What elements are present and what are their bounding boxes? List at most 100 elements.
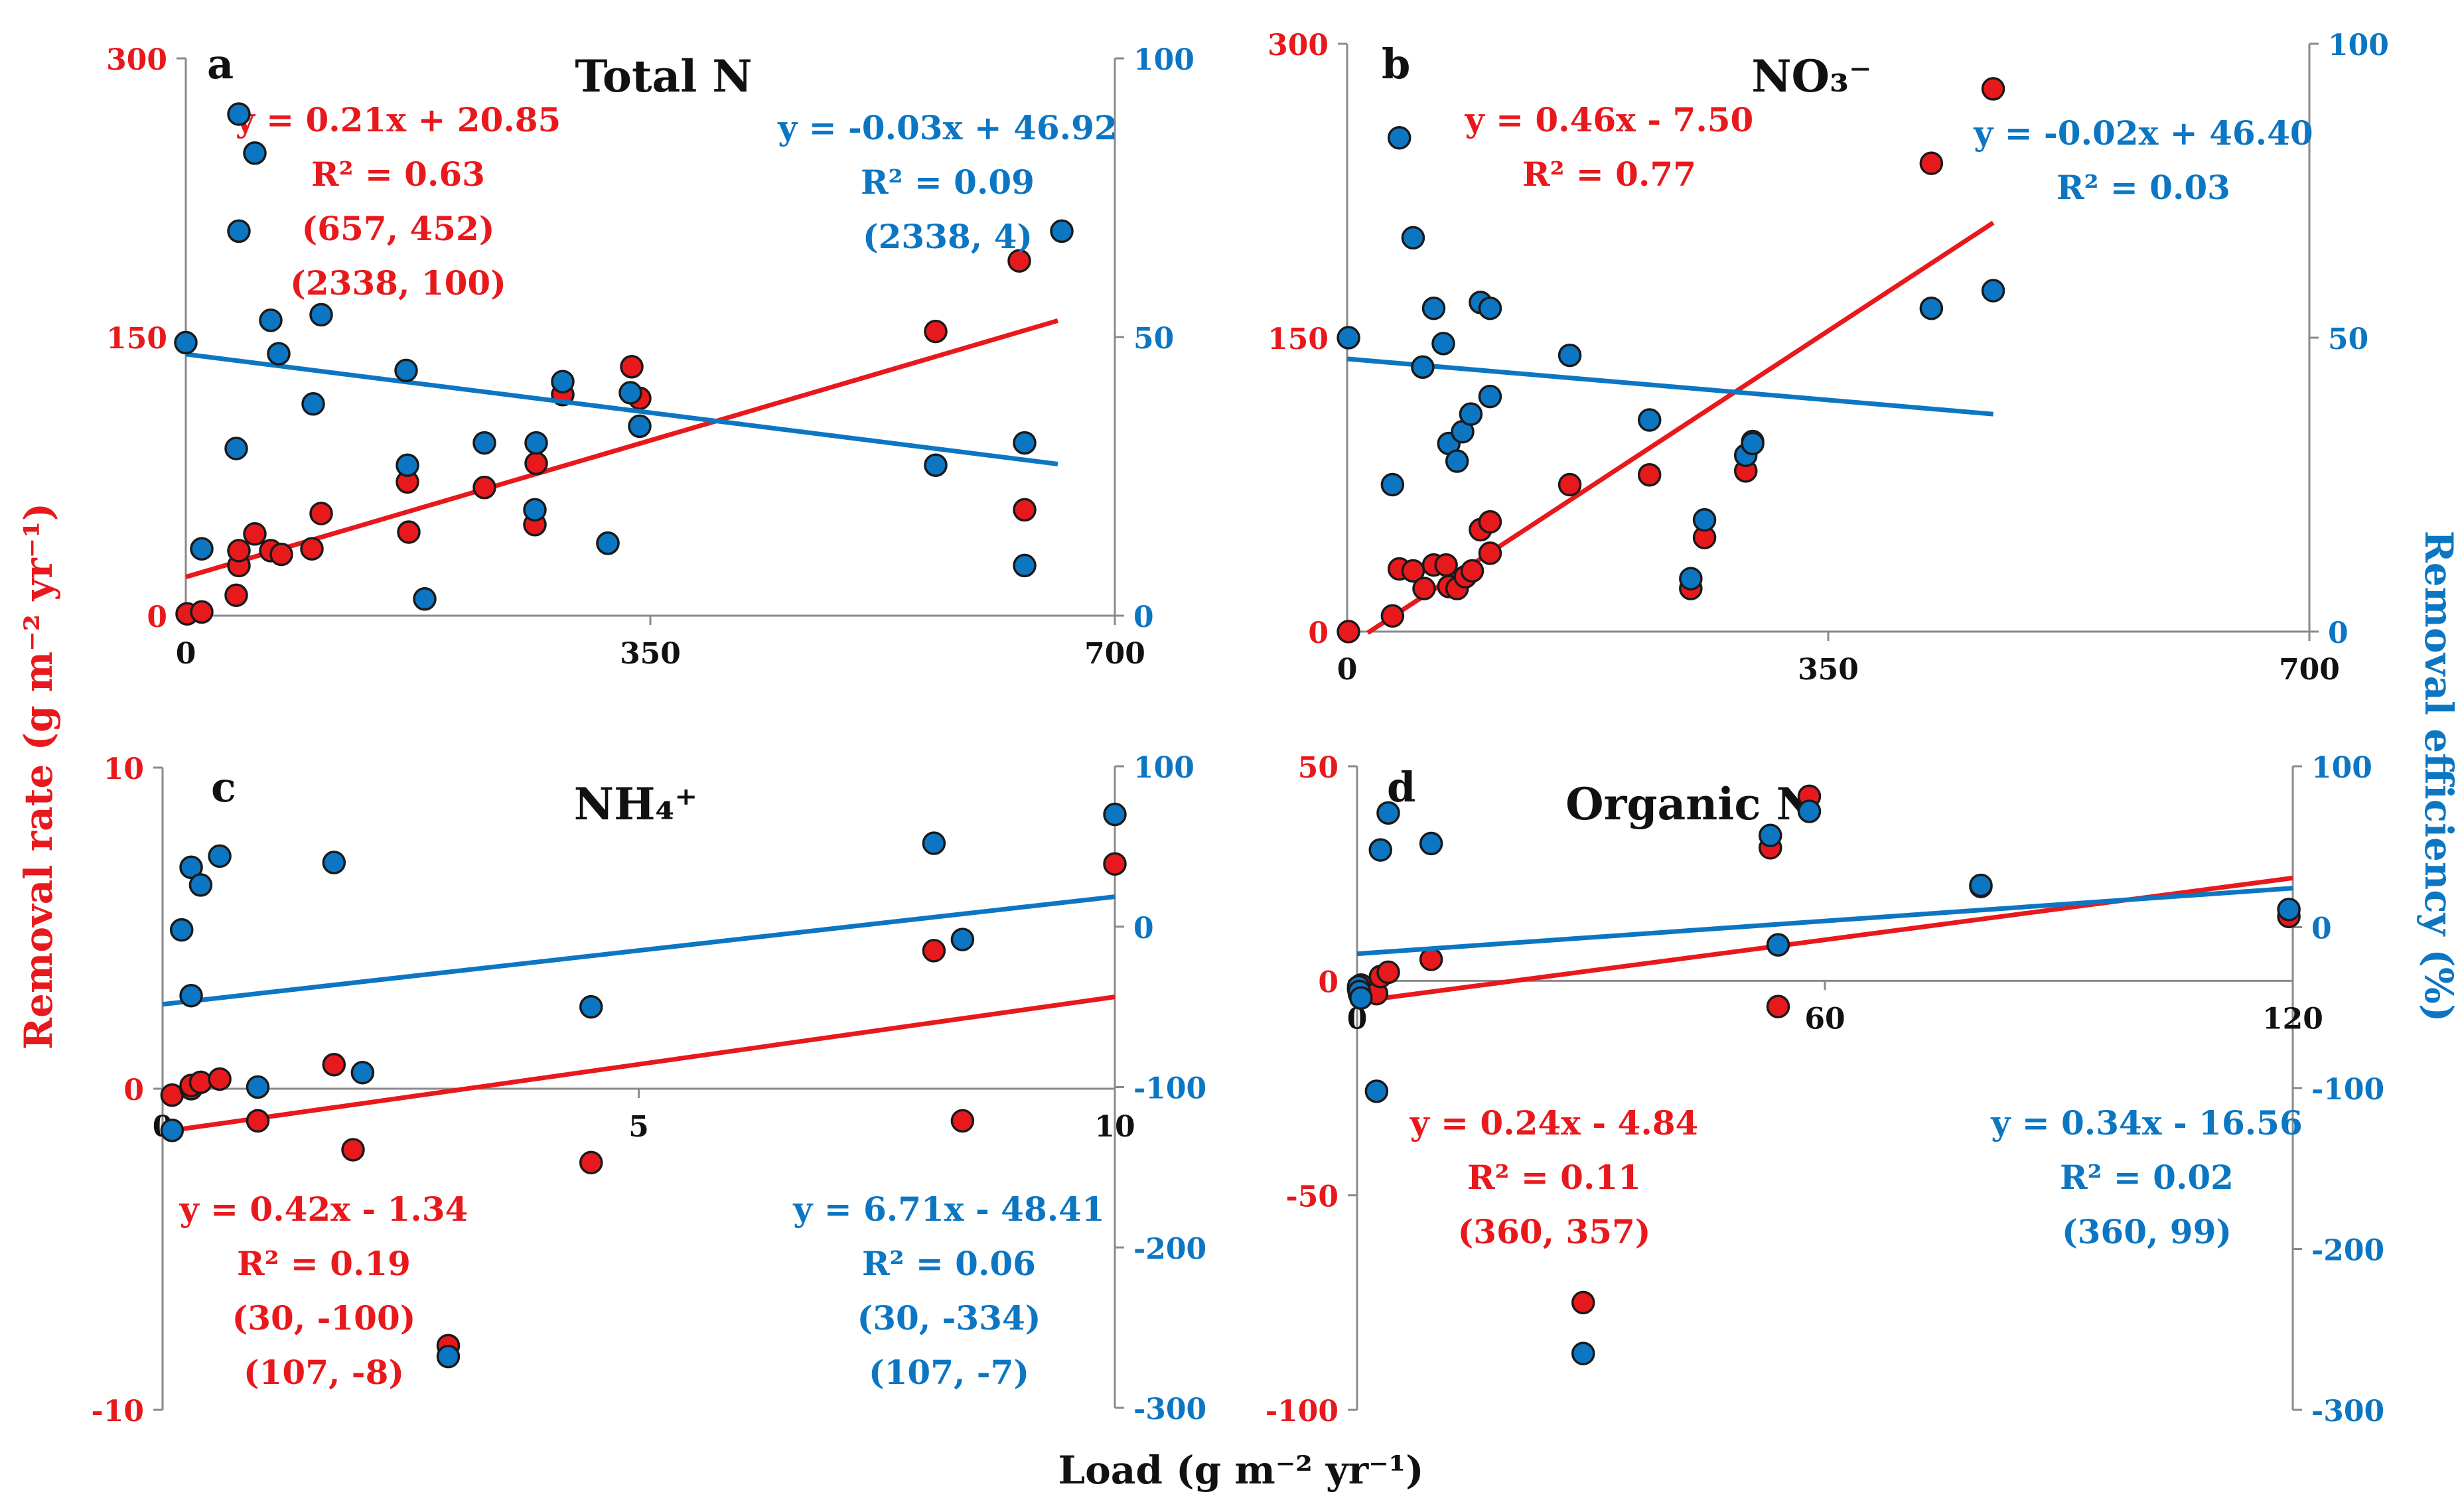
y-right-tick-label: 100	[1133, 751, 1194, 785]
y-right-tick-label: 100	[2311, 751, 2372, 785]
data-point	[922, 939, 946, 963]
equation-annotation: (360, 357)	[1458, 1212, 1651, 1251]
trend-line	[1356, 886, 2293, 957]
data-point	[1478, 296, 1502, 320]
data-point	[174, 330, 198, 355]
data-point	[1797, 799, 1822, 823]
y-left-tick-label: 0	[1308, 616, 1329, 650]
x-tick-label: 350	[620, 637, 681, 671]
data-point	[950, 928, 975, 951]
data-point	[341, 1138, 365, 1162]
panel-letter: a	[207, 40, 234, 88]
data-point	[190, 537, 214, 561]
data-point	[413, 587, 437, 611]
y-right-tick-label: 0	[1133, 600, 1154, 634]
data-point	[1421, 296, 1446, 320]
x-tick-label: 700	[2279, 653, 2340, 687]
data-point	[160, 1119, 184, 1142]
equation-annotation: (2338, 4)	[863, 217, 1033, 256]
equation-annotation: y = 0.24x - 4.84	[1410, 1103, 1699, 1142]
data-point	[224, 583, 248, 607]
data-point	[1969, 873, 1993, 898]
data-point	[524, 431, 548, 455]
data-point	[1981, 279, 2005, 303]
data-point	[472, 476, 496, 500]
data-point	[1050, 219, 1074, 243]
y-left-tick-label: 50	[1298, 751, 1339, 785]
data-point	[267, 342, 291, 366]
data-point	[1013, 498, 1037, 522]
y-right-tick-label: -200	[2311, 1234, 2384, 1268]
y-right-tick-label: -300	[1133, 1393, 1206, 1426]
y-left-tick-label: 0	[123, 1073, 144, 1107]
data-point	[620, 355, 644, 379]
data-point	[309, 502, 333, 525]
y-right-tick-label: 0	[2328, 616, 2349, 650]
equation-annotation: y = 0.42x - 1.34	[179, 1190, 469, 1229]
data-point	[246, 1109, 270, 1133]
equation-annotation: R² = 0.02	[2060, 1158, 2234, 1197]
data-point	[1679, 567, 1703, 591]
data-point	[301, 392, 325, 416]
data-point	[1557, 472, 1582, 497]
x-tick-label: 700	[1084, 637, 1145, 671]
panel-title: Organic N	[1565, 778, 1816, 830]
data-point	[243, 141, 267, 165]
y-right-tick-label: -300	[2311, 1395, 2384, 1428]
x-tick-label: 350	[1798, 653, 1859, 687]
data-point	[1376, 960, 1400, 985]
data-point	[1411, 355, 1435, 379]
data-point	[1759, 823, 1782, 848]
data-point	[350, 1060, 375, 1085]
x-tick-label: 120	[2262, 1002, 2323, 1036]
equation-annotation: y = 6.71x - 48.41	[792, 1190, 1104, 1229]
panel-title: NO₃⁻	[1751, 50, 1872, 102]
data-point	[579, 995, 603, 1019]
data-point	[309, 303, 333, 327]
data-point	[523, 498, 547, 522]
y-right-tick-label: 0	[1133, 912, 1154, 945]
equation-annotation: (360, 99)	[2062, 1212, 2232, 1251]
data-point	[579, 1150, 603, 1175]
data-point	[227, 219, 251, 243]
data-point	[950, 1109, 975, 1133]
y-left-tick-label: 300	[106, 43, 167, 77]
data-point	[394, 358, 418, 383]
x-tick-label: 0	[176, 637, 196, 671]
data-point	[1571, 1290, 1595, 1315]
trend-line	[162, 995, 1116, 1134]
data-point	[1007, 249, 1031, 273]
trend-line	[185, 318, 1058, 579]
equation-annotation: y = 0.21x + 20.85	[235, 100, 561, 139]
panel-title: NH₄⁺	[574, 778, 697, 830]
data-point	[1103, 852, 1127, 876]
data-point	[322, 851, 346, 874]
series-removal-rate: y = 0.42x - 1.34 R² = 0.19 (30, -100) (107,…	[160, 852, 1127, 1392]
panel-title: Total N	[575, 50, 752, 102]
data-point	[1401, 226, 1425, 250]
y-left-tick-label: 150	[106, 322, 167, 356]
y-left-tick-label: 0	[1318, 965, 1339, 999]
data-point	[472, 431, 496, 455]
data-point	[924, 453, 948, 477]
data-point	[190, 600, 214, 624]
data-point	[1766, 933, 1790, 957]
data-point	[1478, 384, 1502, 409]
equation-annotation: R² = 0.63	[311, 155, 485, 194]
data-point	[1637, 408, 1662, 432]
data-point	[1919, 151, 1944, 175]
y-left-tick-label: -10	[92, 1395, 145, 1428]
data-point	[1692, 508, 1717, 532]
data-point	[179, 855, 203, 880]
equation-annotation: y = -0.02x + 46.40	[1973, 113, 2313, 153]
data-point	[436, 1344, 461, 1369]
y-right-tick-label: 50	[2328, 322, 2368, 356]
equation-annotation: (107, -7)	[869, 1353, 1029, 1392]
data-point	[1459, 402, 1483, 426]
series-removal-efficiency: y = -0.02x + 46.40 R² = 0.03	[1337, 113, 2313, 591]
data-point	[1434, 553, 1458, 577]
data-point	[1337, 620, 1360, 644]
